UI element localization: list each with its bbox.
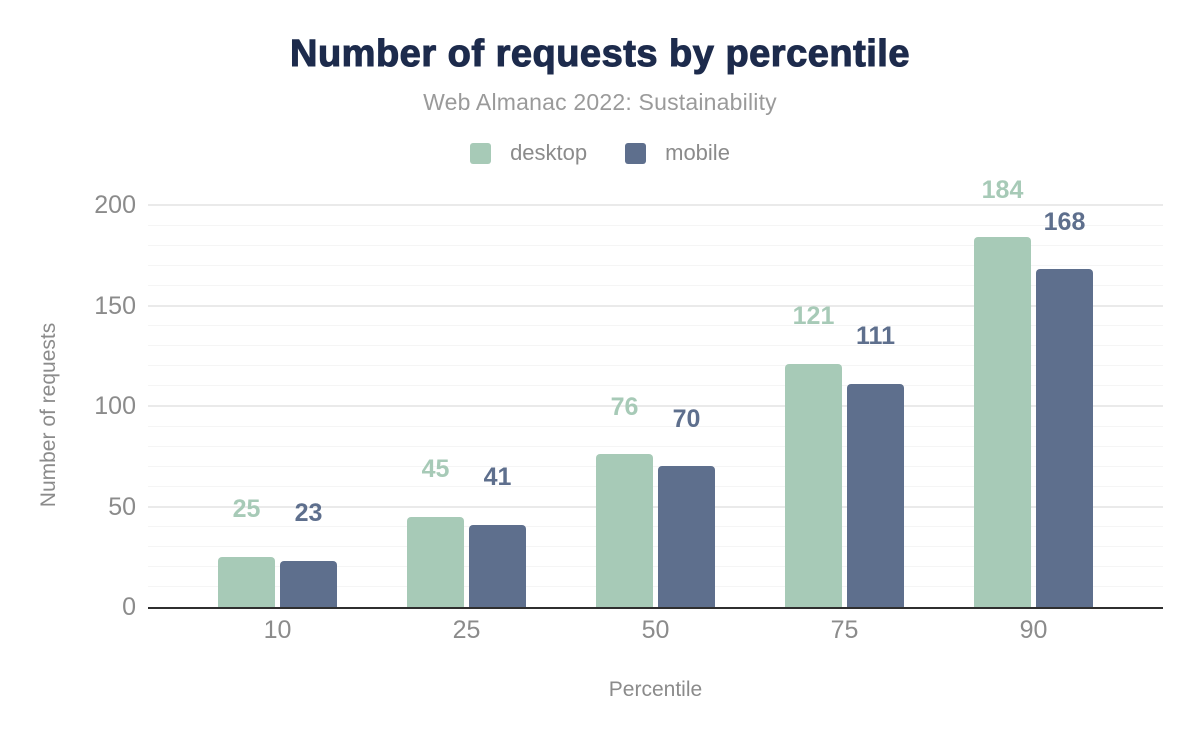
major-gridline — [148, 304, 1163, 307]
legend-label: mobile — [665, 140, 730, 165]
major-gridline — [148, 405, 1163, 407]
minor-gridline — [148, 325, 1163, 327]
y-tick-label: 100 — [94, 392, 136, 420]
x-tick-label: 25 — [452, 616, 481, 644]
bar-group-75: 121 111 — [785, 303, 904, 607]
bar-col-desktop: 25 — [218, 496, 275, 607]
minor-gridline — [148, 425, 1163, 427]
legend-item-mobile: mobile — [625, 140, 730, 166]
minor-gridline — [148, 264, 1163, 266]
legend: desktop mobile — [0, 140, 1200, 166]
bar-group-25: 45 41 — [407, 456, 526, 607]
minor-gridline — [148, 385, 1163, 387]
y-tick-label: 50 — [108, 492, 136, 521]
bar-col-desktop: 45 — [407, 456, 464, 607]
x-tick-label: 50 — [641, 616, 670, 644]
y-tick-label: 0 — [122, 593, 136, 621]
bar-value-label-mobile: 23 — [294, 499, 323, 528]
bar-desktop — [218, 556, 275, 607]
bar-value-label-desktop: 184 — [981, 175, 1024, 204]
bar-group-90: 184 168 — [974, 175, 1093, 607]
bar-group-50: 76 70 — [596, 392, 715, 607]
major-gridline — [148, 505, 1163, 508]
bar-desktop — [407, 516, 464, 607]
bar-mobile — [658, 466, 715, 607]
x-tick-label: 10 — [263, 616, 292, 644]
bar-col-desktop: 184 — [974, 175, 1031, 607]
x-tick-label: 75 — [830, 616, 859, 644]
bar-col-desktop: 121 — [785, 303, 842, 607]
minor-gridline — [148, 284, 1163, 286]
bar-value-label-mobile: 41 — [483, 463, 512, 492]
major-gridline — [148, 204, 1163, 206]
minor-gridline — [148, 586, 1163, 588]
x-axis-title: Percentile — [608, 678, 703, 701]
bar-value-label-desktop: 45 — [421, 455, 450, 484]
bars-row: 25 23 45 41 76 70 121 111 184 168 — [148, 176, 1163, 607]
bar-desktop — [596, 454, 653, 607]
legend-item-desktop: desktop — [470, 140, 587, 166]
y-tick-label: 200 — [94, 191, 136, 219]
legend-swatch-desktop — [470, 142, 492, 164]
bar-mobile — [280, 560, 337, 607]
chart-subtitle: Web Almanac 2022: Sustainability — [423, 89, 777, 115]
minor-gridline — [148, 224, 1163, 226]
bar-col-desktop: 76 — [596, 392, 653, 607]
x-axis-line — [148, 606, 1163, 609]
x-axis-tick-labels: 10 25 50 75 90 — [148, 616, 1163, 645]
legend-swatch-mobile — [625, 142, 647, 164]
plot-area: 25 23 45 41 76 70 121 111 184 168 — [148, 176, 1163, 609]
bar-value-label-mobile: 168 — [1043, 207, 1086, 236]
minor-gridline — [148, 244, 1163, 246]
minor-gridline — [148, 365, 1163, 367]
x-tick-label: 90 — [1019, 616, 1048, 644]
bar-value-label-mobile: 111 — [856, 322, 895, 351]
bar-value-label-desktop: 121 — [792, 302, 835, 331]
y-tick-label: 150 — [94, 291, 136, 320]
bar-col-mobile: 168 — [1036, 207, 1093, 607]
bar-col-mobile: 41 — [469, 464, 526, 607]
chart-title: Number of requests by percentile — [289, 32, 910, 75]
minor-gridline — [148, 445, 1163, 447]
bar-mobile — [847, 383, 904, 607]
bar-desktop — [974, 237, 1031, 607]
bar-value-label-mobile: 70 — [672, 404, 701, 433]
minor-gridline — [148, 465, 1163, 467]
bar-col-mobile: 23 — [280, 500, 337, 607]
bar-desktop — [785, 363, 842, 607]
bar-value-label-desktop: 25 — [232, 495, 261, 524]
minor-gridline — [148, 345, 1163, 347]
minor-gridline — [148, 566, 1163, 568]
bar-value-label-desktop: 76 — [610, 392, 639, 421]
minor-gridline — [148, 546, 1163, 548]
legend-label: desktop — [510, 140, 588, 165]
bar-mobile — [469, 524, 526, 607]
y-axis-tick-labels: 0 50 100 150 200 — [0, 191, 136, 621]
minor-gridline — [148, 485, 1163, 487]
minor-gridline — [148, 526, 1163, 528]
bar-mobile — [1036, 269, 1093, 607]
bar-col-mobile: 111 — [847, 323, 904, 607]
bar-group-10: 25 23 — [218, 496, 337, 607]
bar-col-mobile: 70 — [658, 404, 715, 607]
